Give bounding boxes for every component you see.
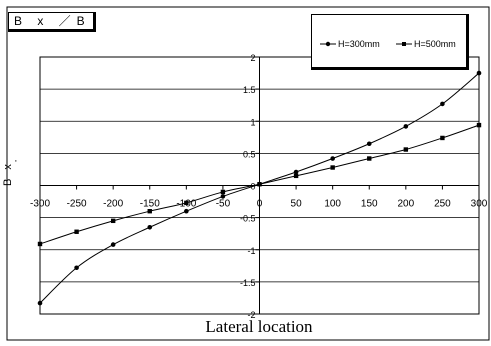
chart-title: B x ／B xyxy=(8,12,96,32)
series-0-point-0 xyxy=(37,300,43,306)
x-tick-label-11: 250 xyxy=(434,199,451,210)
plot-area: -300-250-200-150-100-5005010015020025030… xyxy=(30,53,488,320)
legend-marker-h300 xyxy=(325,41,331,47)
series-1-point-5 xyxy=(220,189,226,195)
series-1-point-12 xyxy=(476,122,482,128)
x-tick-label-0: -300 xyxy=(30,199,50,210)
series-1-point-8 xyxy=(330,165,335,170)
series-0-point-4 xyxy=(184,208,189,214)
legend-label-h500: H=500mm xyxy=(414,39,456,49)
legend: H=300mm H=500mm xyxy=(311,14,469,70)
x-tick-label-9: 150 xyxy=(361,199,378,210)
series-0-point-8 xyxy=(330,156,335,161)
y-tick-label-5: -0.5 xyxy=(240,214,256,224)
series-1-point-0 xyxy=(37,241,43,247)
legend-marker-h500 xyxy=(402,42,406,46)
x-axis-label: Lateral location xyxy=(205,317,313,336)
x-tick-label-8: 100 xyxy=(324,199,341,210)
series-0-point-1 xyxy=(74,265,79,271)
x-tick-label-3: -150 xyxy=(140,199,160,210)
series-1-point-10 xyxy=(403,147,409,152)
x-tick-label-12: 300 xyxy=(471,199,488,210)
chart-outer-border xyxy=(6,6,490,341)
series-0-point-2 xyxy=(110,242,116,247)
series-1-point-6 xyxy=(257,182,262,187)
series-1-point-7 xyxy=(293,173,299,179)
y-tick-label-6: -1 xyxy=(247,246,255,256)
series-0-point-10 xyxy=(403,124,409,129)
y-tick-label-8: -2 xyxy=(247,310,255,320)
series-1-point-2 xyxy=(110,218,116,224)
y-tick-label-7: -1.5 xyxy=(240,278,256,288)
y-tick-label-1: 1.5 xyxy=(243,85,256,95)
x-tick-label-10: 200 xyxy=(397,199,414,210)
series-0-point-12 xyxy=(476,70,482,76)
x-tick-label-5: -50 xyxy=(216,199,231,210)
series-0-point-7 xyxy=(293,169,299,175)
y-axis-label: B x xyxy=(2,161,14,186)
y-axis-label-mark: · xyxy=(14,155,18,167)
x-tick-label-7: 50 xyxy=(291,199,303,210)
y-tick-label-3: 0.5 xyxy=(243,149,256,159)
x-tick-label-2: -200 xyxy=(103,199,123,210)
x-tick-label-6: 0 xyxy=(257,199,263,210)
series-1-point-9 xyxy=(367,156,372,161)
series-0-point-11 xyxy=(440,101,445,107)
series-1-point-11 xyxy=(440,135,445,141)
series-1-point-3 xyxy=(147,209,152,214)
series-1-point-1 xyxy=(74,229,79,234)
legend-swatches xyxy=(320,41,412,47)
legend-label-h300: H=300mm xyxy=(338,39,380,49)
series-0-point-9 xyxy=(366,141,372,147)
y-tick-label-2: 1 xyxy=(250,117,255,127)
y-tick-label-0: 2 xyxy=(250,53,255,63)
series-1-point-4 xyxy=(184,200,189,206)
series-0-point-5 xyxy=(220,194,226,199)
x-tick-label-1: -250 xyxy=(67,199,87,210)
series-0-point-3 xyxy=(147,224,153,230)
